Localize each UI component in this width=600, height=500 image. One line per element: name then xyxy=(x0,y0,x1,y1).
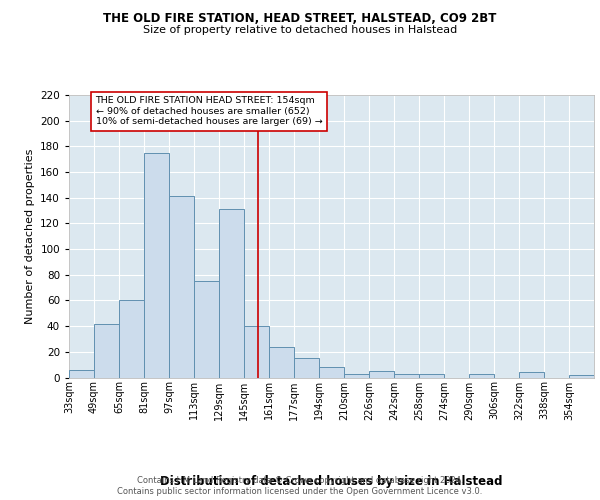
Bar xyxy=(219,210,244,378)
Bar xyxy=(294,358,319,378)
Bar xyxy=(319,367,344,378)
Bar xyxy=(269,346,294,378)
Bar xyxy=(244,326,269,378)
Bar xyxy=(344,374,369,378)
Bar xyxy=(194,281,219,378)
Text: Size of property relative to detached houses in Halstead: Size of property relative to detached ho… xyxy=(143,25,457,35)
Bar xyxy=(419,374,444,378)
Bar xyxy=(69,370,94,378)
Text: Contains HM Land Registry data © Crown copyright and database right 2024.: Contains HM Land Registry data © Crown c… xyxy=(137,476,463,485)
Bar xyxy=(519,372,544,378)
X-axis label: Distribution of detached houses by size in Halstead: Distribution of detached houses by size … xyxy=(160,475,503,488)
Text: THE OLD FIRE STATION HEAD STREET: 154sqm
← 90% of detached houses are smaller (6: THE OLD FIRE STATION HEAD STREET: 154sqm… xyxy=(95,96,322,126)
Bar xyxy=(394,374,419,378)
Bar xyxy=(169,196,194,378)
Text: THE OLD FIRE STATION, HEAD STREET, HALSTEAD, CO9 2BT: THE OLD FIRE STATION, HEAD STREET, HALST… xyxy=(103,12,497,26)
Text: Contains public sector information licensed under the Open Government Licence v3: Contains public sector information licen… xyxy=(118,487,482,496)
Bar xyxy=(569,375,594,378)
Bar xyxy=(94,324,119,378)
Bar xyxy=(119,300,144,378)
Bar xyxy=(469,374,494,378)
Bar xyxy=(144,153,169,378)
Bar xyxy=(369,371,394,378)
Y-axis label: Number of detached properties: Number of detached properties xyxy=(25,148,35,324)
